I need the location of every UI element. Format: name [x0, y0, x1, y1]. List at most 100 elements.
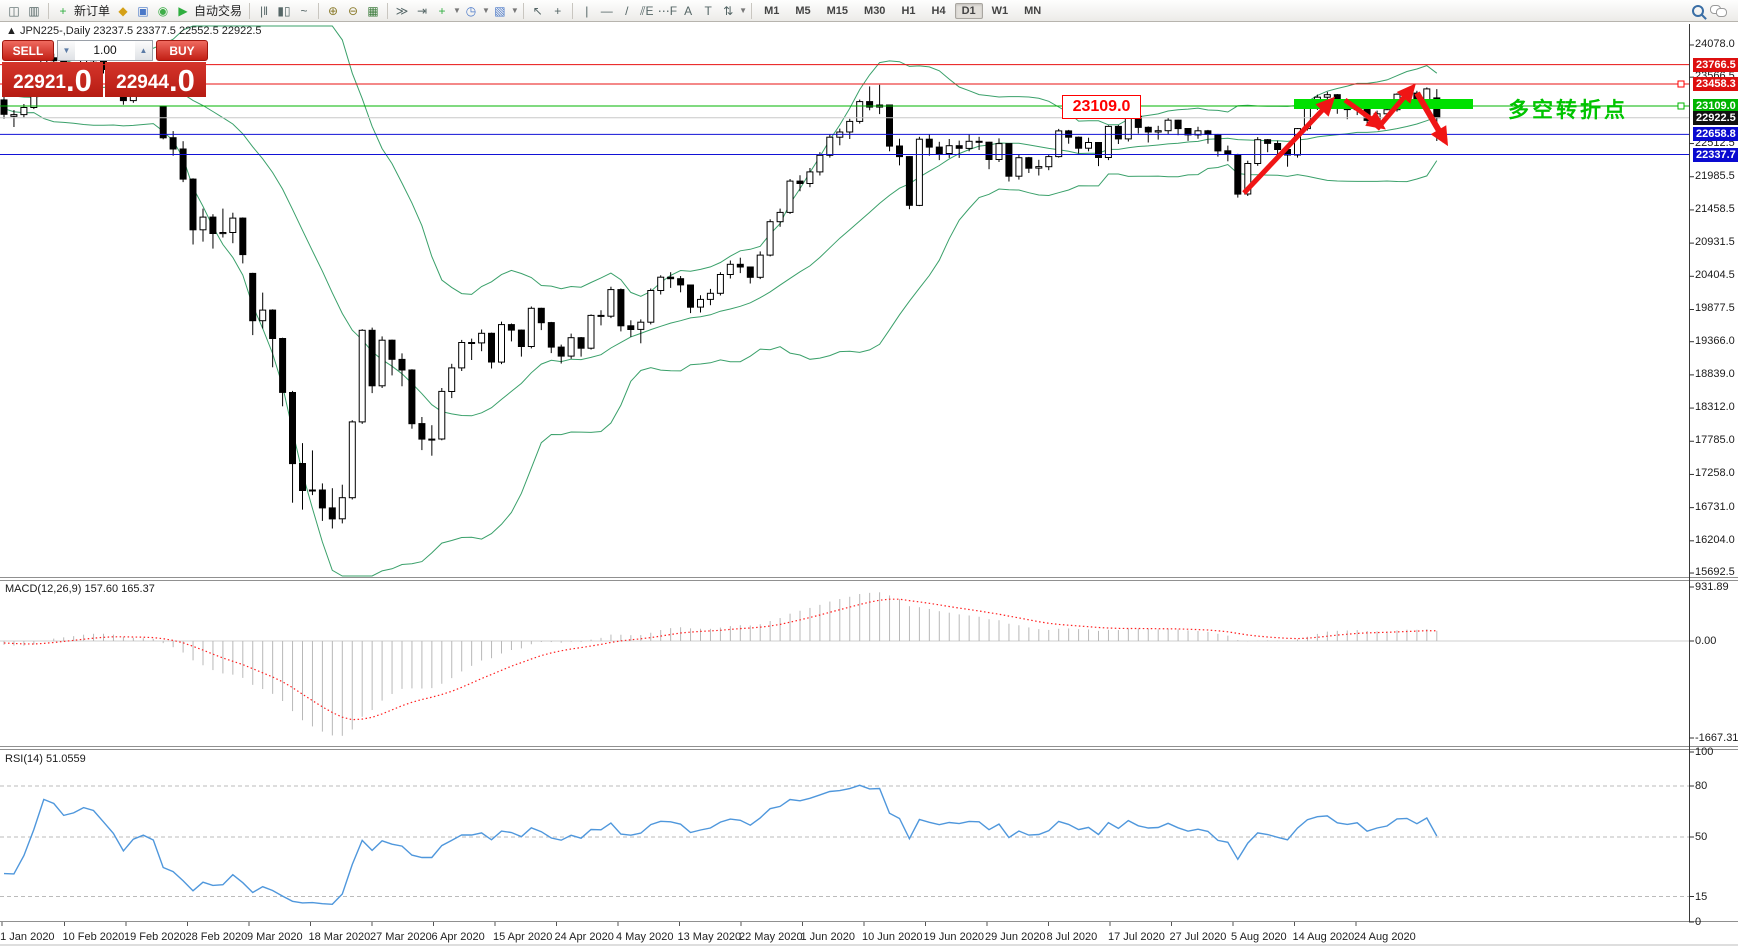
date-label: 1 Jun 2020 — [800, 931, 855, 943]
chart-title: ▲ JPN225-,Daily 23237.5 23377.5 22552.5 … — [6, 25, 262, 37]
trend-arrow-head — [1315, 96, 1336, 117]
date-label: 5 Aug 2020 — [1231, 931, 1287, 943]
sell-price[interactable]: 22921.0 — [2, 62, 103, 97]
price-tick-label: 16731.0 — [1695, 500, 1735, 513]
volume-down-button[interactable]: ▼ — [58, 41, 75, 60]
bar-chart-icon[interactable]: |‖ — [259, 3, 269, 18]
rsi-line — [3, 784, 1438, 906]
rsi-axis-label: 80 — [1695, 780, 1708, 792]
toolbar-separator — [751, 2, 753, 19]
cursor-icon[interactable]: ↖ — [532, 3, 543, 18]
one-click-trading-panel: SELL ▼ 1.00 ▲ BUY 22921.0 22944.0 — [2, 40, 208, 97]
price-tick-label: 19877.5 — [1695, 302, 1735, 315]
price-badge-22922.5: 22922.5 — [1693, 110, 1738, 125]
chat-icon[interactable] — [1710, 4, 1727, 17]
volume-value[interactable]: 1.00 — [93, 43, 117, 57]
line-chart-icon[interactable]: ~ — [300, 3, 308, 18]
date-label: 4 May 2020 — [616, 931, 674, 943]
price-tick-label: 15692.5 — [1695, 566, 1735, 579]
indicators-button[interactable]: + — [438, 3, 446, 18]
periods-button-dropdown-icon[interactable]: ▼ — [481, 6, 490, 15]
periods-button[interactable]: ◷ — [465, 3, 477, 18]
text-icon[interactable]: A — [684, 3, 693, 18]
signals-icon[interactable]: ◉ — [157, 3, 169, 18]
terminal-icon[interactable]: ▣ — [137, 3, 149, 18]
date-label: 27 Mar 2020 — [370, 931, 432, 943]
horizontal-line-icon[interactable]: — — [600, 3, 613, 18]
annotation-text[interactable]: 多空转折点 — [1508, 99, 1628, 122]
date-label: 8 Jul 2020 — [1046, 931, 1098, 943]
price-badge-23109.0: 23109.0 — [1693, 98, 1738, 113]
bollinger-middle-band — [3, 85, 1437, 417]
sell-price-pips: .0 — [65, 63, 92, 98]
timeframe-h4[interactable]: H4 — [931, 4, 946, 17]
timeframe-h1[interactable]: H1 — [901, 4, 916, 17]
metaeditor-icon[interactable]: ◆ — [118, 3, 128, 18]
buy-button[interactable]: BUY — [156, 40, 208, 61]
fibonacci-icon[interactable]: ⋯F — [657, 3, 678, 18]
toolbar-separator — [571, 2, 573, 19]
buy-price[interactable]: 22944.0 — [105, 62, 206, 97]
date-label: 17 Jul 2020 — [1108, 931, 1165, 943]
date-label: 10 Jun 2020 — [862, 931, 923, 943]
market-watch-icon[interactable]: ◫ — [8, 3, 20, 18]
volume-up-button[interactable]: ▲ — [135, 41, 152, 60]
macd-histogram — [3, 592, 1438, 736]
timeframe-m15[interactable]: M15 — [826, 4, 849, 17]
crosshair-icon[interactable]: + — [554, 3, 562, 18]
price-tick-label: 21985.5 — [1695, 169, 1735, 182]
zoom-in-icon[interactable]: ⊕ — [328, 3, 339, 18]
price-tick-label: 18839.0 — [1695, 367, 1735, 380]
macd-label: MACD(12,26,9) 157.60 165.37 — [5, 583, 155, 595]
line-handle — [1677, 80, 1685, 88]
new-order-button-label[interactable]: 新订单 — [74, 4, 111, 18]
line-handle — [1677, 102, 1685, 110]
arrows-icon[interactable]: ⇅ — [723, 3, 734, 18]
date-label: 9 Mar 2020 — [247, 931, 303, 943]
tile-windows-icon[interactable]: ▦ — [367, 3, 379, 18]
sell-button[interactable]: SELL — [2, 40, 54, 61]
date-label: 29 Jun 2020 — [985, 931, 1046, 943]
toolbar-separator — [249, 2, 251, 19]
arrows-icon-dropdown-icon[interactable]: ▼ — [739, 6, 748, 15]
trend-arrow-line[interactable] — [1242, 99, 1333, 195]
candlestick-chart-icon[interactable]: ▮▯ — [277, 3, 291, 18]
price-badge-22658.8: 22658.8 — [1693, 127, 1738, 142]
price-badge-23458.3: 23458.3 — [1693, 76, 1738, 91]
label-icon[interactable]: T — [704, 3, 712, 18]
data-window-icon[interactable]: ▥ — [28, 3, 40, 18]
macd-axis-label: 0.00 — [1695, 635, 1717, 647]
templates-button[interactable]: ▧ — [494, 3, 506, 18]
date-label: 31 Jan 2020 — [0, 931, 55, 943]
timeframe-w1[interactable]: W1 — [991, 4, 1009, 17]
trendline-icon[interactable]: / — [625, 3, 629, 18]
timeframe-m1[interactable]: M1 — [764, 4, 780, 17]
price-tick-label: 17258.0 — [1695, 467, 1735, 480]
timeframe-m30[interactable]: M30 — [864, 4, 886, 17]
price-tick-label: 24078.0 — [1695, 37, 1735, 50]
date-label: 10 Feb 2020 — [62, 931, 125, 943]
autotrading-button-label[interactable]: 自动交易 — [194, 4, 243, 18]
date-label: 18 Mar 2020 — [308, 931, 371, 943]
autotrading-button[interactable]: ▶ — [178, 3, 188, 18]
green-zone-rectangle[interactable] — [1294, 99, 1473, 109]
date-label: 24 Aug 2020 — [1354, 931, 1416, 943]
search-icon[interactable] — [1692, 4, 1704, 17]
price-tick-label: 19366.0 — [1695, 334, 1735, 347]
price-level-box[interactable]: 23109.0 — [1062, 95, 1141, 119]
timeframe-d1[interactable]: D1 — [954, 2, 983, 19]
timeframe-m5[interactable]: M5 — [795, 4, 811, 17]
zoom-out-icon[interactable]: ⊖ — [348, 3, 359, 18]
auto-scroll-icon[interactable]: ≫ — [395, 3, 409, 18]
templates-button-dropdown-icon[interactable]: ▼ — [510, 6, 519, 15]
vertical-line-icon[interactable]: | — [585, 3, 589, 18]
indicators-button-dropdown-icon[interactable]: ▼ — [453, 6, 461, 15]
timeframe-mn[interactable]: MN — [1024, 4, 1042, 17]
price-badge-22337.7: 22337.7 — [1693, 147, 1738, 162]
volume-stepper: ▼ 1.00 ▲ — [57, 40, 153, 61]
channel-icon[interactable]: ⫽E — [640, 3, 654, 18]
new-order-button[interactable]: + — [59, 3, 67, 18]
chart-shift-icon[interactable]: ⇥ — [417, 3, 428, 18]
